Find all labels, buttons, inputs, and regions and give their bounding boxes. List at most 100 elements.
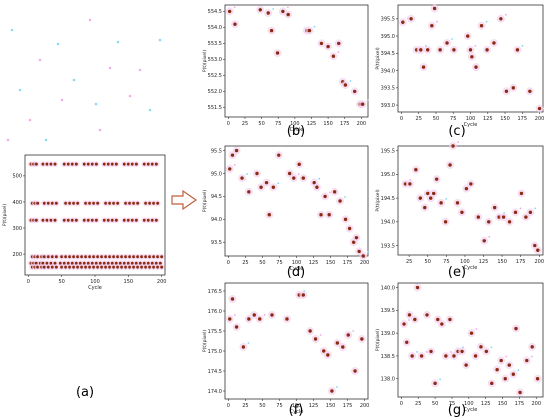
data-point	[360, 102, 365, 106]
data-point	[110, 261, 114, 265]
y-tick-label: 395.5	[381, 17, 395, 23]
data-point	[464, 186, 469, 191]
y-tick-label: 200	[12, 252, 22, 258]
x-tick-label: 125	[309, 260, 319, 266]
data-point	[76, 255, 80, 259]
data-point	[474, 65, 478, 69]
data-point	[106, 261, 110, 265]
data-point	[102, 162, 106, 166]
x-tick-label: 100	[292, 260, 302, 266]
data-point	[425, 313, 429, 317]
data-point	[53, 218, 57, 222]
data-point	[142, 162, 146, 166]
y-axis-label: P(t)(pixel)	[375, 189, 381, 211]
data-point	[479, 345, 483, 349]
data-point	[94, 218, 98, 222]
data-point	[90, 261, 94, 265]
data-point	[421, 65, 426, 69]
data-point	[470, 55, 474, 59]
data-point	[84, 265, 88, 269]
y-tick-label: 300	[12, 226, 22, 232]
plot-frame	[224, 4, 369, 118]
data-point	[518, 390, 522, 395]
x-tick-label: 125	[479, 259, 489, 265]
x-tick-label: 50	[58, 279, 64, 285]
y-tick-label: 176.5	[208, 289, 222, 295]
data-point	[106, 218, 110, 222]
data-point	[448, 317, 452, 322]
y-tick-label: 393.5	[381, 86, 395, 92]
data-point	[413, 317, 417, 322]
speck	[474, 44, 477, 47]
data-point	[41, 261, 45, 265]
data-point	[148, 255, 152, 259]
speck	[44, 138, 48, 142]
data-point	[152, 201, 156, 205]
data-point	[448, 163, 452, 167]
data-point	[128, 201, 132, 205]
plot-frame	[397, 282, 544, 398]
x-tick-label: 75	[275, 121, 281, 127]
speck	[488, 235, 491, 238]
speck	[246, 173, 248, 175]
data-point	[54, 265, 58, 269]
data-point	[50, 255, 54, 259]
data-point	[308, 329, 312, 333]
data-point	[266, 11, 270, 15]
data-point	[315, 185, 319, 189]
y-tick-label: 139.5	[381, 308, 395, 314]
x-tick-label: 200	[360, 403, 370, 409]
x-tick-label: 200	[157, 279, 167, 285]
data-point	[312, 180, 316, 185]
data-point	[102, 218, 106, 222]
data-point	[46, 255, 50, 259]
y-tick-label: 553.5	[208, 41, 222, 47]
data-point	[410, 354, 414, 358]
y-tick-label: 552.0	[208, 89, 222, 95]
data-point	[285, 317, 289, 321]
data-point	[264, 180, 269, 185]
x-tick-label: 150	[326, 403, 336, 409]
speck	[352, 330, 355, 332]
data-point	[130, 162, 134, 166]
data-point	[331, 54, 336, 58]
data-point	[154, 261, 158, 265]
data-point	[76, 201, 80, 205]
data-point	[148, 265, 152, 269]
data-point	[234, 148, 239, 153]
data-point	[464, 363, 468, 367]
y-tick-label: 138.5	[381, 354, 395, 360]
data-point	[460, 210, 464, 215]
data-point	[116, 255, 120, 259]
data-point	[452, 48, 456, 52]
x-tick-label: 150	[498, 401, 508, 407]
data-point	[409, 17, 413, 21]
speck	[367, 251, 370, 253]
speck	[337, 51, 340, 54]
data-point	[122, 162, 126, 166]
data-point	[41, 162, 45, 166]
data-point	[154, 218, 158, 222]
y-tick-label: 395.0	[381, 34, 395, 40]
speck	[519, 207, 522, 210]
speck	[233, 6, 236, 9]
data-point	[74, 162, 78, 166]
data-point	[106, 162, 110, 166]
y-tick-label: 195.5	[381, 149, 395, 155]
data-point	[66, 162, 70, 166]
data-point	[114, 218, 118, 222]
data-point	[46, 265, 50, 269]
data-point	[432, 6, 437, 11]
data-point	[128, 265, 132, 269]
data-point	[124, 255, 128, 259]
data-point	[360, 337, 364, 341]
data-point	[439, 201, 443, 205]
data-point	[62, 162, 66, 166]
speck	[286, 6, 289, 9]
data-point	[530, 345, 534, 349]
label-e: (e)	[448, 265, 466, 280]
chart-c: 0 25 50 75 100 125 150 175 200 393.0 393.5 394.0 394…	[375, 4, 544, 128]
x-tick-label: 0	[227, 403, 230, 409]
y-tick-label: 194.5	[381, 196, 395, 202]
data-point	[96, 255, 100, 259]
